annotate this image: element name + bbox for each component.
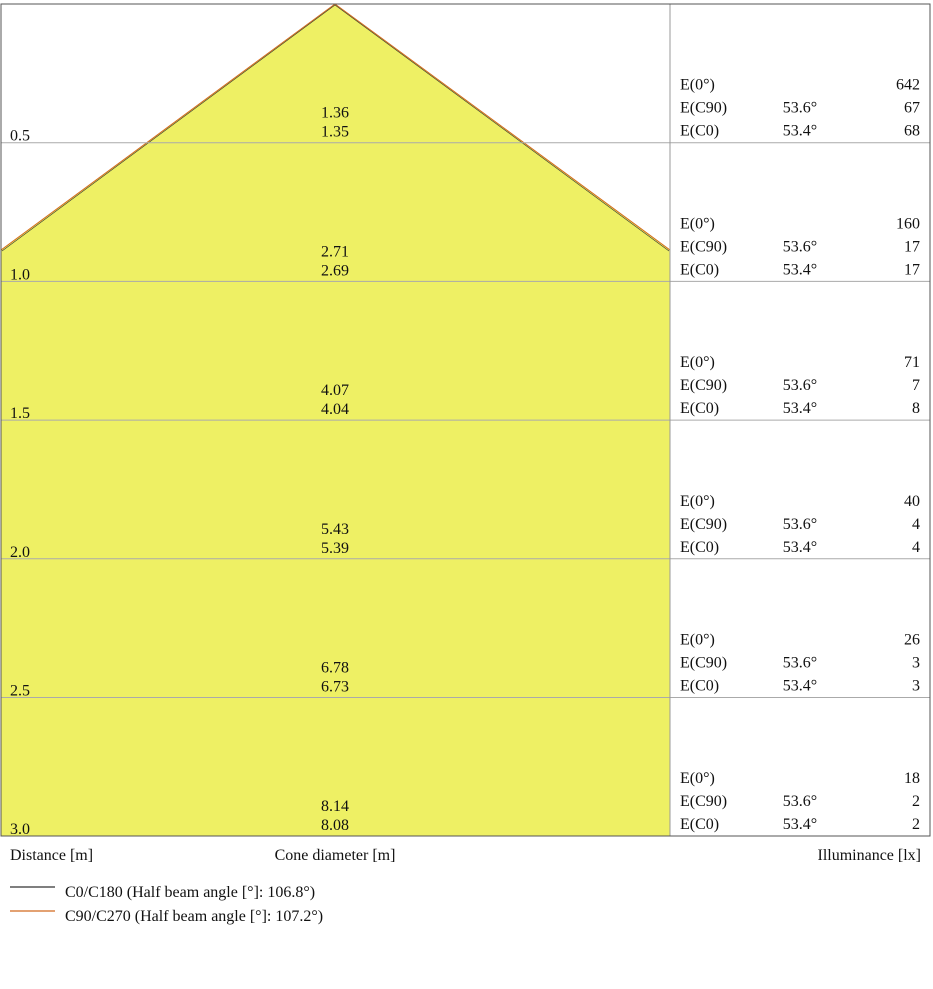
illuminance-label: E(C0) [680, 678, 719, 695]
illuminance-value: 4 [912, 539, 920, 556]
illuminance-value: 8 [912, 400, 920, 417]
distance: 1.5 [10, 405, 30, 422]
half-angle: 53.4° [783, 400, 817, 417]
illuminance-label: E(C0) [680, 123, 719, 140]
half-angle: 53.6° [783, 377, 817, 394]
legend-label: C90/C270 (Half beam angle [°]: 107.2°) [65, 908, 323, 925]
illuminance-label: E(0°) [680, 770, 715, 787]
illuminance-value: 17 [904, 261, 920, 278]
illuminance-label: E(C90) [680, 793, 727, 810]
diameter: 4.07 [321, 382, 349, 399]
illuminance-label: E(0°) [680, 493, 715, 510]
distance: 0.5 [10, 128, 30, 145]
diameter: 8.14 [321, 798, 349, 815]
illuminance-label: E(0°) [680, 632, 715, 649]
illuminance-value: 3 [912, 678, 920, 695]
cone-edge-c0 [1, 4, 336, 252]
illuminance-value: 17 [904, 238, 920, 255]
illuminance-value: 71 [904, 354, 920, 371]
footer-distance: Distance [m] [10, 847, 93, 864]
illuminance-label: E(C90) [680, 100, 727, 117]
illuminance-label: E(C90) [680, 655, 727, 672]
distance: 1.0 [10, 266, 30, 283]
illuminance-value: 2 [912, 793, 920, 810]
half-angle: 53.6° [783, 238, 817, 255]
illuminance-value: 2 [912, 816, 920, 833]
footer-illuminance: Illuminance [lx] [817, 847, 921, 864]
illuminance-label: E(C90) [680, 238, 727, 255]
illuminance-label: E(C0) [680, 816, 719, 833]
diameter: 1.36 [321, 105, 349, 122]
illuminance-value: 18 [904, 770, 920, 787]
diameter: 2.71 [321, 243, 349, 260]
illuminance-value: 642 [896, 77, 920, 94]
diameter: 5.39 [321, 540, 349, 557]
illuminance-label: E(C0) [680, 400, 719, 417]
illuminance-label: E(C90) [680, 516, 727, 533]
diameter: 6.78 [321, 660, 349, 677]
cone-edge-c0 [334, 4, 670, 252]
legend: C0/C180 (Half beam angle [°]: 106.8°) C90… [10, 884, 323, 925]
cone-edge-c90 [0, 3, 336, 251]
half-angle: 53.4° [783, 816, 817, 833]
half-angle: 53.4° [783, 678, 817, 695]
half-angle: 53.6° [783, 793, 817, 810]
illuminance-label: E(0°) [680, 77, 715, 94]
diameter: 6.73 [321, 679, 349, 696]
illuminance-label: E(C0) [680, 539, 719, 556]
half-angle: 53.6° [783, 100, 817, 117]
illuminance-value: 40 [904, 493, 920, 510]
frame [0, 3, 931, 837]
illuminance-value: 3 [912, 655, 920, 672]
illuminance-value: 67 [904, 100, 920, 117]
footer-diameter: Cone diameter [m] [275, 847, 396, 864]
illuminance-value: 26 [904, 632, 920, 649]
cone-edge-c90 [334, 3, 671, 251]
illuminance-label: E(0°) [680, 215, 715, 232]
legend-label: C0/C180 (Half beam angle [°]: 106.8°) [65, 884, 315, 901]
illuminance-label: E(0°) [680, 354, 715, 371]
distance: 2.5 [10, 683, 30, 700]
illuminance-label: E(C0) [680, 261, 719, 278]
diameter: 2.69 [321, 262, 349, 279]
half-angle: 53.6° [783, 655, 817, 672]
diameter: 1.35 [321, 124, 349, 141]
illuminance-value: 68 [904, 123, 920, 140]
diameter: 4.04 [321, 401, 349, 418]
diameter: 5.43 [321, 521, 349, 538]
illuminance-value: 4 [912, 516, 920, 533]
illuminance-value: 7 [912, 377, 920, 394]
half-angle: 53.4° [783, 539, 817, 556]
illuminance-label: E(C90) [680, 377, 727, 394]
distance: 2.0 [10, 544, 30, 561]
half-angle: 53.4° [783, 261, 817, 278]
distance: 3.0 [10, 821, 30, 838]
rows: 0.5 1.36 1.35 E(0°) 642 E(C90) 53.6° 67 E(C0) 53.… [1, 77, 930, 838]
half-angle: 53.6° [783, 516, 817, 533]
diameter: 8.08 [321, 817, 349, 834]
illuminance-value: 160 [896, 215, 920, 232]
half-angle: 53.4° [783, 123, 817, 140]
